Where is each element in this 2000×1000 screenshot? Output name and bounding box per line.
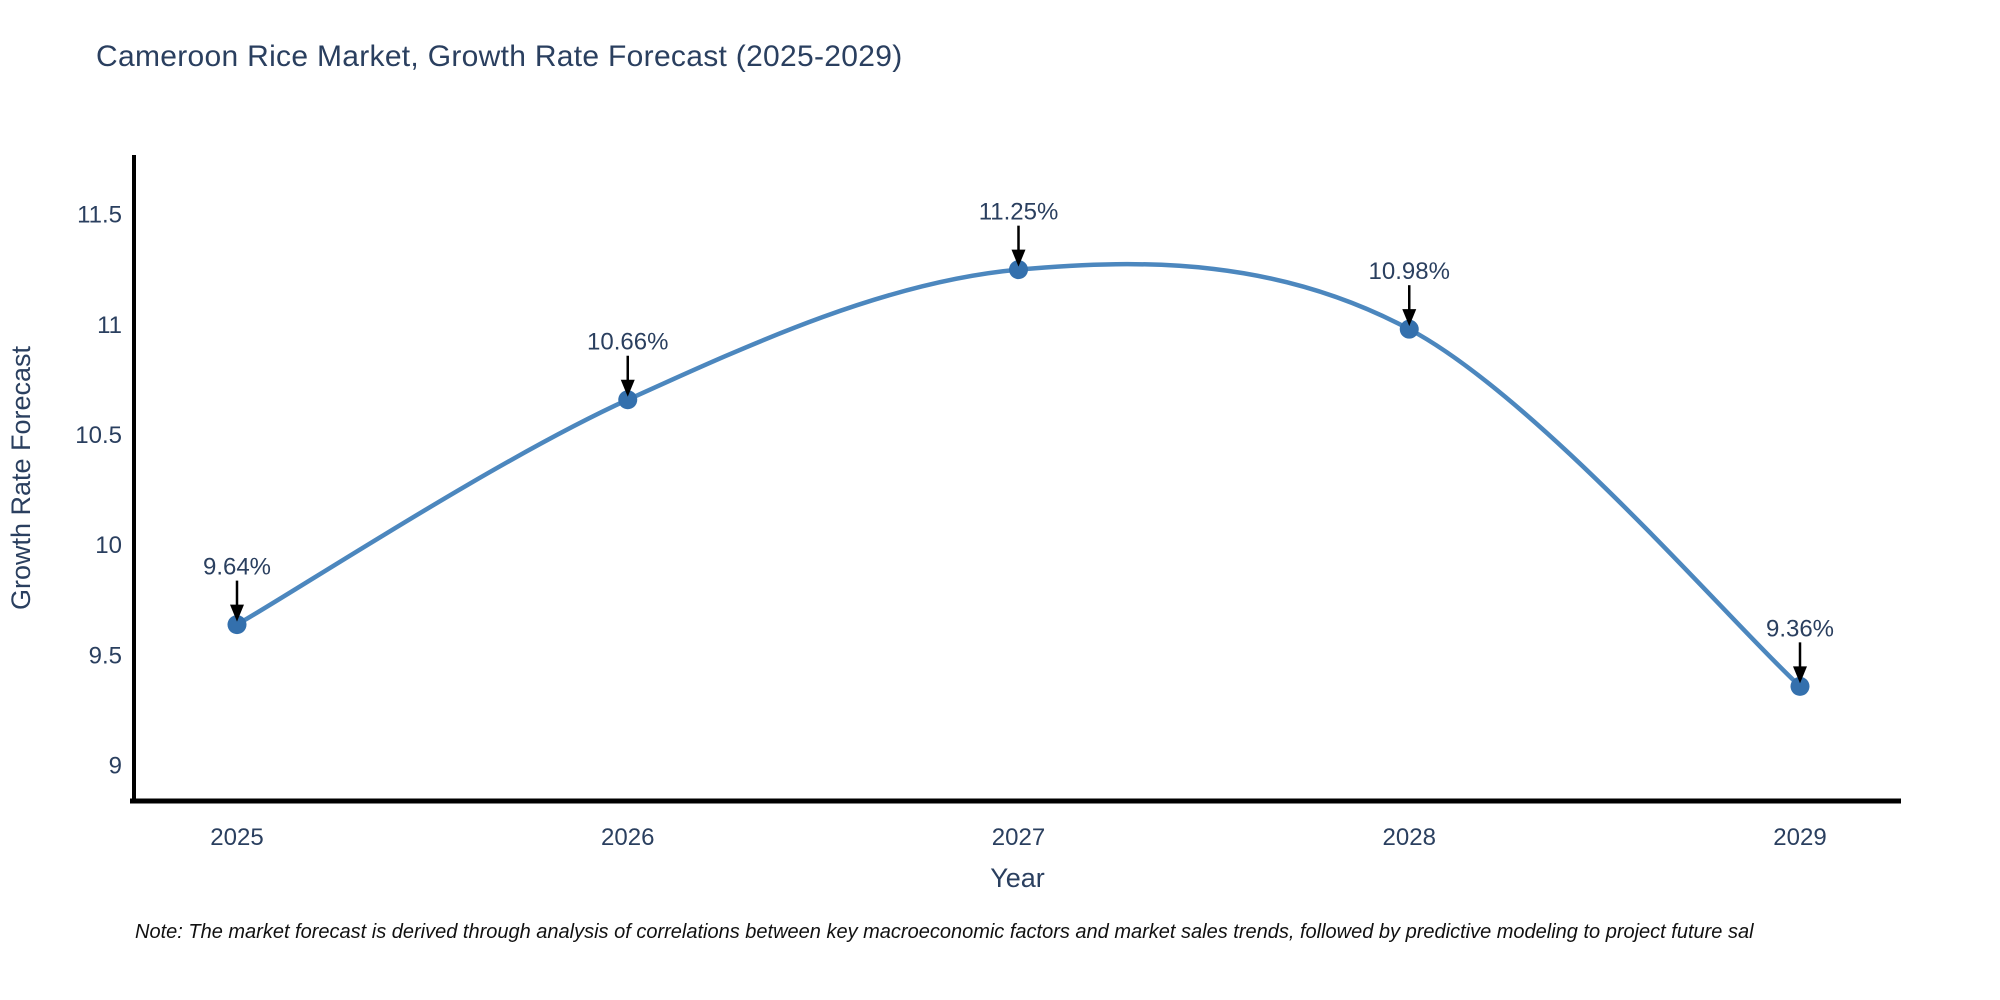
annotation-label: 10.98%: [1369, 258, 1450, 285]
data-point-2025[interactable]: [227, 615, 247, 635]
annotation-arrowhead: [620, 379, 635, 397]
y-axis-title: Growth Rate Forecast: [6, 345, 36, 610]
annotation-label: 9.64%: [203, 554, 271, 581]
annotation-label: 11.25%: [979, 199, 1059, 226]
chart-title: Cameroon Rice Market, Growth Rate Foreca…: [96, 40, 903, 73]
data-point-2027[interactable]: [1009, 260, 1028, 280]
annotation-label: 10.66%: [587, 329, 668, 356]
annotation-label: 9.36%: [1766, 615, 1834, 642]
data-point-2028[interactable]: [1399, 319, 1419, 339]
x-tick-label: 2025: [210, 824, 263, 851]
annotation-arrowhead: [1011, 249, 1026, 267]
forecast-line: [234, 261, 1803, 689]
annotation-arrowhead: [1402, 309, 1417, 327]
data-point-2026[interactable]: [618, 390, 638, 410]
y-tick-label: 11: [97, 312, 122, 339]
y-tick-label: 10: [95, 532, 122, 559]
annotation-arrowhead: [1793, 666, 1807, 684]
y-tick-label: 9: [109, 753, 122, 780]
y-tick-label: 11.5: [77, 202, 122, 229]
x-tick-label: 2028: [1383, 824, 1436, 851]
x-tick-label: 2027: [992, 824, 1045, 851]
x-axis-title: Year: [990, 863, 1045, 893]
x-tick-label: 2026: [601, 824, 654, 851]
data-point-2029[interactable]: [1790, 676, 1810, 696]
y-tick-label: 9.5: [89, 642, 122, 669]
x-tick-label: 2029: [1773, 824, 1826, 851]
footnote: Note: The market forecast is derived thr…: [135, 921, 1754, 943]
annotation-arrowhead: [230, 604, 244, 622]
y-tick-label: 10.5: [75, 422, 122, 449]
